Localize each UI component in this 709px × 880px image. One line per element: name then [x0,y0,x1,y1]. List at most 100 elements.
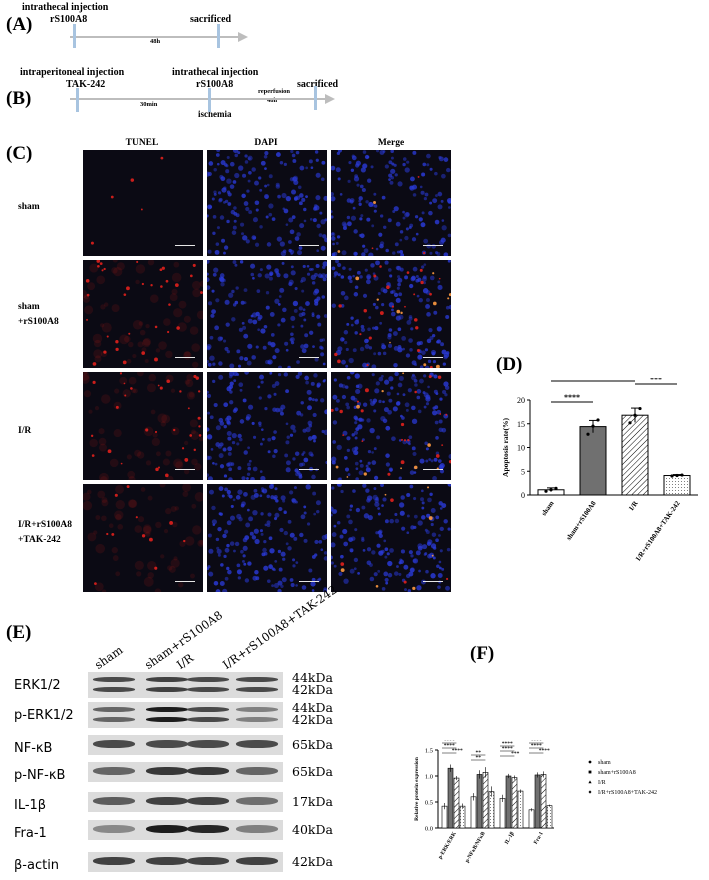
scale-bar [175,581,195,582]
f-bar [517,790,524,829]
d-bar [579,426,607,496]
blot-band [236,825,278,833]
blot-row-label: p-NF-κB [14,768,66,783]
blot-row-label: IL-1β [14,798,47,813]
blot-kda-label: 65kDa [292,764,333,779]
f-bar [534,774,541,829]
panel-letter-a: (A) [6,14,33,35]
blot-band [236,707,278,712]
f-ytick-label: 1.0 [425,774,433,781]
f-bar [459,805,466,829]
timeline-b-reperfusion: reperfusion [258,88,291,95]
relative-protein-expression-chart: 0.0 0.5 1.0 1.5 Relative protein expression p… [414,740,657,864]
timeline-b-end: sacrificed [297,79,339,90]
f-bar [511,777,518,829]
blot-band [93,857,135,865]
timeline-b-duration1: 30min [140,101,158,108]
blot-band [93,825,135,833]
blot-band [146,857,188,865]
f-significance-label: **** [502,746,513,752]
timeline-b-it-injection: intrathecal injection [172,67,259,78]
row-label-ir-rs100a8-tak242: I/R+rS100A8 +TAK-242 [18,520,72,545]
blot-band [146,825,188,833]
d-point [633,413,637,417]
micrograph-tunel-row-2 [83,260,203,368]
micrograph-tunel-row-3 [83,372,203,480]
f-significance-label: **** [531,740,542,744]
d-bar [621,414,649,496]
blot-band [236,857,278,865]
blot-kda-label: 42kDa [292,712,333,727]
scale-bar [175,357,195,358]
f-bar [546,805,553,829]
f-legend-label: I/R+rS100A8+TAK-242 [598,790,657,796]
panel-letter-b: (B) [6,88,32,109]
blot-band [93,767,135,775]
f-bar [499,798,506,829]
f-significance-label: **** [531,743,542,749]
d-ytick-label: 15 [517,420,525,429]
f-bar [505,775,512,829]
f-xtick-label: p-NFκB/NFκB [464,831,487,864]
timeline-b-ip-drug: TAK-242 [66,79,106,90]
d-ytick-label: 20 [517,396,525,405]
timeline-a-injection: intrathecal injection [22,2,109,13]
f-bar [447,767,454,829]
d-point [670,474,674,478]
lane-label: sham [91,642,126,672]
d-point [596,418,600,422]
scale-bar [423,581,443,582]
f-xtick-label: p-ERK/ERK [437,830,458,860]
blot-kda-label: 17kDa [292,794,333,809]
blot-band [187,717,229,722]
f-xtick-label: Fra-1 [533,831,545,846]
blot-band [236,687,278,692]
blot-band [93,740,135,748]
blot-band [236,797,278,805]
f-legend-marker [588,790,592,794]
blot-row-label: β-actin [14,858,60,873]
f-legend-marker [588,770,592,774]
f-ytick-label: 1.5 [425,748,433,755]
scale-bar [299,357,319,358]
f-significance-label: **** [452,748,463,754]
row-label-ir: I/R [18,426,32,436]
blot-band [146,740,188,748]
d-point [680,473,684,477]
panel-letter-c: (C) [6,143,33,164]
blot-kda-label: 44kDa [292,670,333,685]
micrograph-tunel-row-4 [83,484,203,592]
f-legend-marker [588,780,592,784]
blot-band [187,740,229,748]
f-significance-label: *** [511,751,520,757]
scale-bar [299,245,319,246]
f-legend-label: sham [598,760,611,766]
blot-band [93,717,135,722]
timeline-b-ip-injection: intraperitoneal injection [20,67,125,78]
micrograph-merge-row-3 [331,372,451,480]
f-bar [482,772,489,829]
d-xtick-label: sham [540,499,556,517]
f-bar [453,777,460,829]
blot-row-label: p-ERK1/2 [14,708,74,723]
d-point [675,473,679,478]
d-point [554,486,558,490]
blot-band [187,767,229,775]
micrograph-dapi-row-1 [207,150,327,256]
d-significance-label: **** [585,378,601,381]
d-ytick-label: 10 [517,444,525,453]
d-ytick-label: 0 [521,491,525,500]
d-xtick-label: I/R+rS100A8+TAK-242 [634,499,682,562]
micrograph-merge-row-1 [331,150,451,256]
blot-band [93,797,135,805]
blot-band [187,707,229,712]
micrograph-dapi-row-3 [207,372,327,480]
f-significance-label: ** [475,750,481,756]
timeline-a-duration: 48h [150,38,161,45]
f-bar [540,774,547,829]
scale-bar [299,581,319,582]
d-xtick-label: I/R [628,499,641,512]
timeline-a-end: sacrificed [190,14,232,25]
blot-band [236,677,278,682]
blot-band [146,677,188,682]
